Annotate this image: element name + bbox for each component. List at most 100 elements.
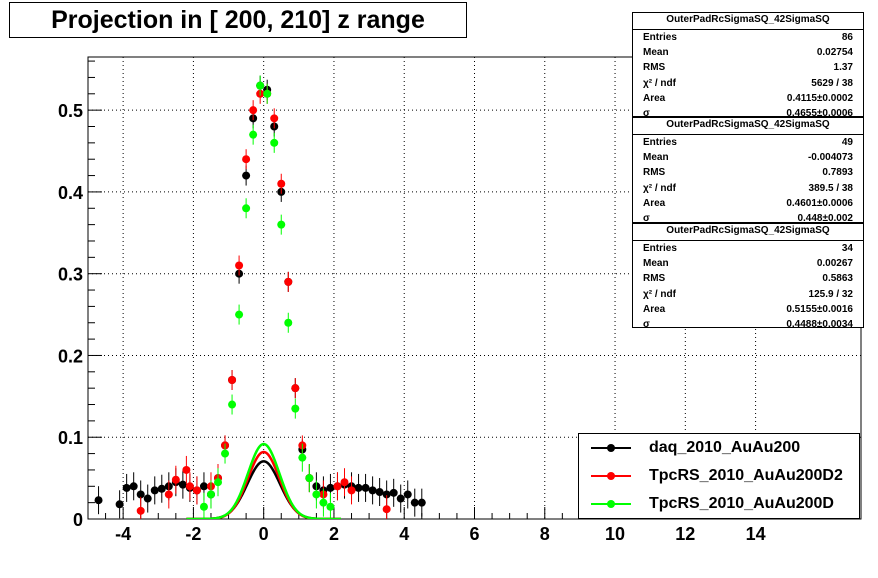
legend: daq_2010_AuAu200 TpcRS_2010_AuAu200D2 Tp… (578, 433, 860, 519)
y-tick-label: 0.1 (58, 428, 83, 448)
legend-entry-tpcrs-d: TpcRS_2010_AuAu200D (579, 492, 859, 516)
data-point-0 (199, 482, 208, 491)
legend-label: TpcRS_2010_AuAu200D (649, 495, 834, 512)
stats-row-mean: Mean 0.02754 (643, 47, 853, 59)
data-point-2 (270, 138, 279, 147)
data-point-2 (228, 400, 237, 409)
stats-row-entries: Entries 49 (643, 137, 853, 148)
data-point-0 (178, 480, 187, 489)
data-point-0 (94, 496, 103, 505)
data-point-0 (382, 490, 391, 499)
stats-row-sigma: σ 0.448±0.002 (643, 212, 853, 224)
x-tick-label: 0 (259, 524, 269, 544)
y-tick-label: 0.3 (58, 265, 83, 285)
stats-title: OuterPadRcSigmaSQ_42SigmaSQ (633, 118, 863, 135)
data-point-0 (115, 500, 124, 509)
data-point-1 (228, 375, 237, 384)
data-point-1 (340, 478, 349, 487)
stats-title: OuterPadRcSigmaSQ_42SigmaSQ (633, 224, 863, 241)
data-point-1 (347, 486, 356, 495)
data-point-2 (319, 498, 328, 507)
data-point-0 (122, 483, 131, 492)
data-point-1 (291, 384, 300, 393)
stats-row-entries: Entries 86 (643, 32, 853, 43)
stats-row-area: Area 0.4115±0.0002 (643, 92, 853, 104)
x-tick-label: -2 (185, 524, 201, 544)
legend-entry-tpcrs-d2: TpcRS_2010_AuAu200D2 (579, 464, 859, 488)
data-point-2 (242, 204, 251, 213)
data-point-1 (249, 106, 258, 115)
data-point-0 (389, 488, 398, 497)
data-point-0 (136, 490, 145, 499)
stats-box-tpcrs-d2: OuterPadRcSigmaSQ_42SigmaSQ Entries 49 Me… (632, 117, 864, 224)
data-point-2 (221, 449, 230, 458)
chart-title: Projection in [ 200, 210] z range (9, 2, 467, 38)
data-point-0 (375, 488, 384, 497)
data-point-1 (164, 490, 173, 499)
stats-row-area: Area 0.5155±0.0016 (643, 303, 853, 315)
legend-marker-icon (579, 436, 643, 460)
data-point-0 (361, 483, 370, 492)
data-point-0 (354, 483, 363, 492)
stats-title: OuterPadRcSigmaSQ_42SigmaSQ (633, 13, 863, 30)
data-point-0 (368, 486, 377, 495)
data-point-0 (129, 482, 138, 491)
data-point-0 (403, 490, 412, 499)
data-point-2 (263, 89, 272, 98)
data-point-0 (157, 484, 166, 493)
x-tick-label: 8 (540, 524, 550, 544)
data-point-1 (136, 506, 145, 515)
data-point-0 (410, 498, 419, 507)
data-point-0 (417, 498, 426, 507)
stats-row-chi2: χ² / ndf 125.9 / 32 (643, 288, 853, 300)
data-point-1 (185, 482, 194, 491)
stats-row-chi2: χ² / ndf 5629 / 38 (643, 77, 853, 89)
stats-box-daq: OuterPadRcSigmaSQ_42SigmaSQ Entries 86 Me… (632, 12, 864, 119)
data-point-1 (171, 475, 180, 484)
stats-row-entries: Entries 34 (643, 243, 853, 254)
x-tick-label: 6 (469, 524, 479, 544)
data-point-2 (199, 502, 208, 511)
legend-entry-daq: daq_2010_AuAu200 (579, 436, 859, 460)
data-point-2 (305, 474, 314, 483)
data-point-2 (312, 490, 321, 499)
data-point-1 (382, 505, 391, 514)
data-point-2 (206, 490, 215, 499)
stats-row-sigma: σ 0.4488±0.0034 (643, 318, 853, 330)
x-tick-label: 2 (329, 524, 339, 544)
data-point-2 (235, 310, 244, 319)
legend-marker-icon (579, 492, 643, 516)
data-point-1 (235, 261, 244, 270)
y-tick-label: 0 (73, 510, 83, 530)
x-tick-label: -4 (115, 524, 131, 544)
stats-row-rms: RMS 0.5863 (643, 273, 853, 285)
data-point-2 (326, 502, 335, 511)
data-point-2 (291, 404, 300, 413)
data-point-1 (277, 179, 286, 188)
data-point-0 (150, 486, 159, 495)
legend-label: TpcRS_2010_AuAu200D2 (649, 467, 843, 484)
stats-row-area: Area 0.4601±0.0006 (643, 197, 853, 209)
stats-row-mean: Mean -0.004073 (643, 152, 853, 164)
stats-row-rms: RMS 1.37 (643, 62, 853, 74)
y-tick-label: 0.4 (58, 183, 83, 203)
x-tick-label: 4 (399, 524, 409, 544)
data-point-1 (182, 465, 191, 474)
data-point-1 (242, 155, 251, 164)
data-point-1 (270, 114, 279, 123)
fit-curve-2 (186, 442, 341, 519)
y-tick-label: 0.2 (58, 346, 83, 366)
data-point-2 (249, 130, 258, 139)
x-tick-label: 12 (675, 524, 695, 544)
data-point-0 (396, 494, 405, 503)
data-point-1 (284, 277, 293, 286)
stats-box-tpcrs-d: OuterPadRcSigmaSQ_42SigmaSQ Entries 34 Me… (632, 223, 864, 330)
legend-marker-icon (579, 464, 643, 488)
stats-row-mean: Mean 0.00267 (643, 258, 853, 270)
data-point-1 (333, 482, 342, 491)
data-point-2 (277, 220, 286, 229)
data-point-2 (284, 318, 293, 327)
data-point-0 (143, 494, 152, 503)
data-point-2 (214, 478, 223, 487)
x-tick-label: 10 (605, 524, 625, 544)
